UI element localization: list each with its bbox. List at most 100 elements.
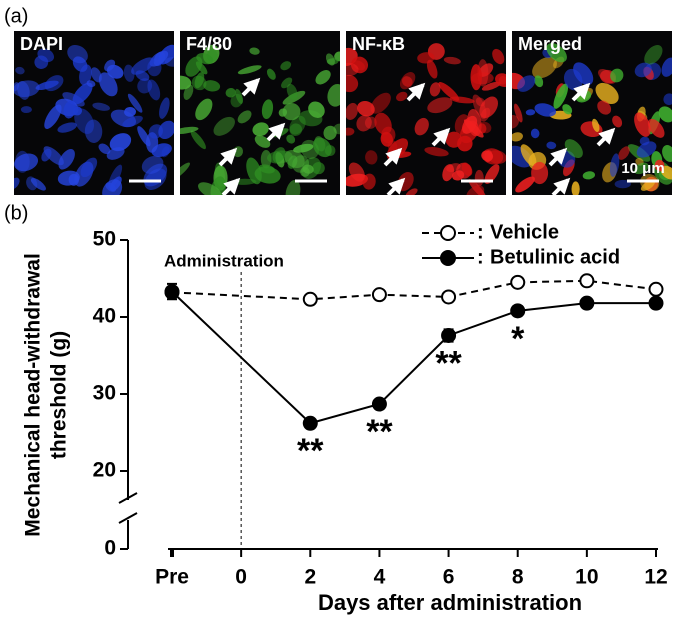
axis-break <box>118 492 138 504</box>
cell-blob <box>261 99 274 120</box>
y-tick-label: 20 <box>93 459 116 482</box>
cell-blob <box>531 161 549 185</box>
cell-blob <box>470 64 482 91</box>
cell-blob <box>92 102 110 111</box>
cell-blob <box>80 157 98 178</box>
cell-blob <box>141 155 164 174</box>
cell-blob <box>417 52 435 64</box>
panel-label: (a) <box>4 5 28 27</box>
legend-label: Vehicle <box>490 221 559 243</box>
data-point <box>579 273 595 289</box>
cell-blob <box>254 166 281 184</box>
cell-blob <box>37 48 55 63</box>
cell-blob <box>525 109 536 116</box>
cell-blob <box>124 107 137 117</box>
cell-blob <box>266 68 276 80</box>
cell-blob <box>479 96 498 119</box>
cell-blob <box>644 44 663 65</box>
cell-blob <box>98 72 118 97</box>
y-axis-title: threshold (g) <box>48 331 71 459</box>
y-tick-label: 30 <box>93 382 116 405</box>
cell-blob <box>323 125 337 140</box>
image-label: F4/80 <box>186 34 232 54</box>
data-point <box>579 295 595 311</box>
cell-blob <box>609 153 620 177</box>
cell-blob <box>396 91 408 102</box>
cell-blob <box>14 153 39 172</box>
arrow <box>431 127 451 147</box>
cell-blob <box>185 56 203 77</box>
cell-blob <box>660 165 672 180</box>
cell-blob <box>424 147 449 157</box>
data-point <box>441 289 457 305</box>
cell-blob <box>346 74 359 93</box>
cell-blob <box>72 82 93 105</box>
cell-blob <box>481 81 501 91</box>
cell-blob <box>14 177 20 190</box>
cell-blob <box>315 70 331 85</box>
cell-blob <box>57 122 78 133</box>
cell-blob <box>203 80 221 92</box>
y-tick-label: 0 <box>104 537 116 560</box>
data-point <box>510 274 526 290</box>
arrow <box>383 147 403 167</box>
data-point <box>164 284 180 300</box>
axis-break <box>118 512 138 524</box>
cell-blob <box>532 56 557 79</box>
arrow <box>266 122 286 142</box>
cell-blob <box>286 83 298 100</box>
cell-blob <box>381 126 396 144</box>
cell-blob <box>356 114 372 132</box>
cell-blob <box>592 118 600 133</box>
cell-blob <box>137 126 151 147</box>
arrow <box>548 147 568 167</box>
cell-blob <box>104 59 116 72</box>
cell-blob <box>249 47 260 55</box>
cell-blob <box>74 108 94 134</box>
significance: ** <box>297 432 324 470</box>
cell-blob <box>614 179 631 189</box>
legend-separator: : <box>477 221 484 243</box>
cell-blob <box>346 62 359 76</box>
y-tick-label: 50 <box>93 228 116 251</box>
cell-blob <box>582 171 596 180</box>
cell-blob <box>180 75 192 90</box>
data-point <box>648 295 664 311</box>
cell-blob <box>285 179 301 195</box>
data-point <box>371 396 387 412</box>
arrow <box>241 77 261 97</box>
cell-blob <box>67 44 88 64</box>
cell-blob <box>147 79 161 101</box>
cell-blob <box>346 127 355 136</box>
cell-blob <box>663 93 672 106</box>
cell-blob <box>534 75 544 88</box>
image-content <box>512 43 672 195</box>
arrow <box>218 147 238 167</box>
cell-blob <box>512 114 520 129</box>
cell-blob <box>564 139 583 159</box>
cell-blob <box>530 128 540 139</box>
cell-blob <box>190 130 206 150</box>
arrow <box>596 127 616 147</box>
cell-blob <box>282 102 301 121</box>
cell-blob <box>237 110 252 124</box>
cell-blob <box>289 115 306 135</box>
cell-blob <box>123 64 135 82</box>
arrow <box>406 82 426 102</box>
cell-blob <box>281 77 293 89</box>
cell-blob <box>405 188 418 195</box>
cell-blob <box>206 49 218 62</box>
cell-blob <box>164 56 174 67</box>
cell-blob <box>484 150 493 163</box>
legend-marker <box>440 250 456 266</box>
cell-blob <box>571 181 580 195</box>
cell-blob <box>492 48 505 65</box>
legend-marker <box>440 225 456 241</box>
cell-blob <box>534 103 557 117</box>
data-point <box>441 327 457 343</box>
cell-blob <box>44 104 62 129</box>
cell-blob <box>334 51 340 62</box>
cell-blob <box>618 146 630 160</box>
x-tick-label: Pre <box>155 566 189 589</box>
x-tick-label: 8 <box>512 566 524 589</box>
